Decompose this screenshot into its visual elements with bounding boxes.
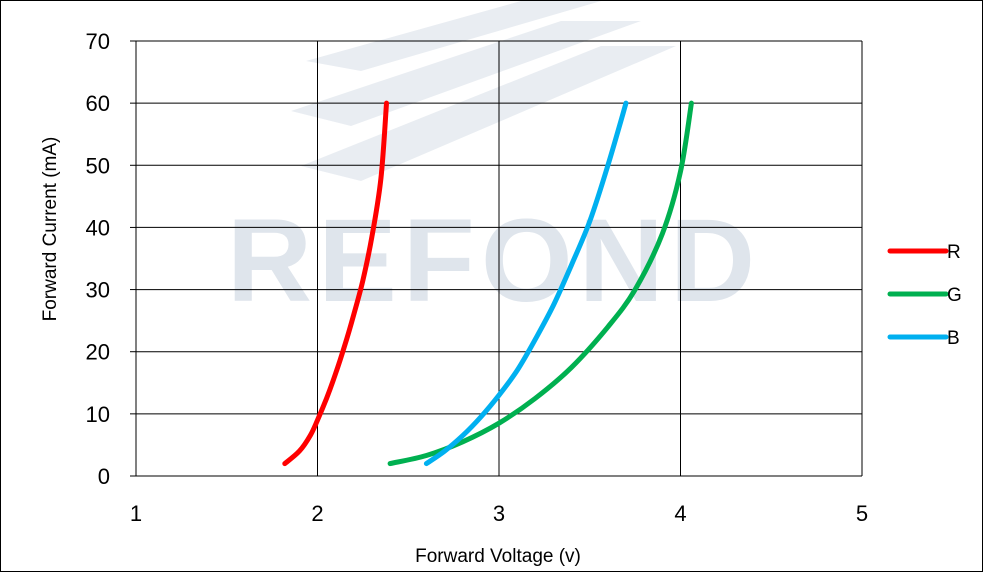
x-tick-label-4: 4 (674, 501, 686, 526)
y-tick-label-70: 70 (86, 29, 110, 54)
series-line-R (282, 100, 389, 467)
x-axis-title: Forward Voltage (v) (415, 546, 581, 567)
legend-label-R: R (947, 242, 961, 263)
y-axis-title: Forward Current (mA) (40, 137, 61, 322)
legend-item-R: R (887, 242, 961, 263)
y-tick-label-20: 20 (86, 340, 110, 365)
y-tick-label-0: 0 (98, 464, 110, 489)
legend-label-G: G (947, 285, 962, 306)
tick-labels: 0 10 20 30 40 50 60 70 1 2 3 4 5 (86, 29, 869, 526)
x-tick-label-5: 5 (856, 501, 868, 526)
legend: R G B (887, 242, 962, 349)
y-tick-label-50: 50 (86, 153, 110, 178)
y-tick-label-60: 60 (86, 91, 110, 116)
y-tick-label-40: 40 (86, 215, 110, 240)
series-line-B (423, 100, 629, 467)
x-tick-label-1: 1 (130, 501, 142, 526)
legend-label-B: B (947, 328, 960, 349)
legend-item-B: B (887, 328, 960, 349)
series-lines (282, 100, 694, 467)
y-tick-label-30: 30 (86, 278, 110, 303)
x-tick-label-3: 3 (493, 501, 505, 526)
legend-item-G: G (887, 285, 962, 306)
x-tick-label-2: 2 (311, 501, 323, 526)
watermark-swoosh (291, 1, 676, 181)
grid (130, 40, 863, 477)
y-tick-label-10: 10 (86, 402, 110, 427)
